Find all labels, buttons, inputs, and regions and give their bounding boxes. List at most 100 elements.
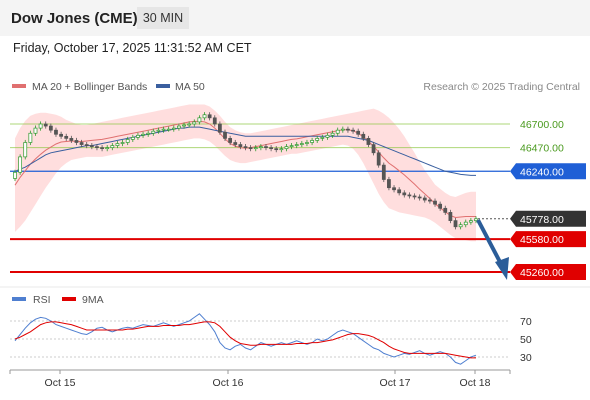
candle-body [274,148,279,151]
candle-body [120,142,125,144]
candle-body [233,142,238,145]
level-label-resistance: 46700.00 [520,119,564,131]
candle-body [243,146,248,148]
candle-body [366,138,371,145]
candle-body [294,144,299,146]
candle-body [305,142,309,144]
candle-body [299,143,304,145]
candle-body [468,220,473,223]
candle-body [325,134,330,138]
header-bar: Dow Jones (CME) 30 MIN [0,0,590,36]
candle-body [228,138,233,143]
candle-body [115,143,120,146]
candle-body [248,147,253,150]
candle-body [136,134,140,138]
candle-body [59,133,63,137]
level-label-resistance: 46470.00 [520,143,564,155]
candle-body [376,152,381,166]
level-tag-support [510,231,586,248]
candle-body [197,117,202,123]
candle-body [458,224,463,228]
rsi-tick-label: 50 [520,334,532,346]
level-tag-current [510,210,586,227]
candle-body [54,129,58,135]
datetime-text: Friday, October 17, 2025 11:31:52 AM CET [13,41,252,55]
candle-body [212,117,217,125]
candlesticks [13,112,478,230]
level-label-support: 45260.00 [520,267,564,279]
x-axis: Oct 15 Oct 16 Oct 17 Oct 18 [9,369,511,389]
candle-body [407,194,412,197]
candle-body [392,187,396,191]
candle-body [202,114,207,119]
candle-body [289,145,294,147]
level-tag-pivot [510,163,586,180]
candle-body [320,137,325,139]
candle-body [146,132,151,135]
candle-body [433,200,437,205]
candle-body [474,218,478,221]
rsi-ma-legend-swatch [62,297,76,301]
candle-body [23,142,28,158]
candle-body [177,125,181,129]
ma50-legend-swatch [156,84,170,88]
candle-body [28,132,33,143]
ma20-legend-swatch [12,84,26,88]
level-label-support: 45580.00 [520,234,564,246]
rsi-line [14,313,477,365]
candle-body [264,146,268,148]
x-tick-label: Oct 18 [460,377,491,389]
candle-body [130,137,135,140]
candle-body [156,129,161,132]
rsi-ma-legend-label: 9MA [82,294,104,306]
bollinger-fill [15,104,476,242]
ma50-legend-label: MA 50 [175,81,205,93]
candle-body [84,144,89,146]
level-label-pivot: 46240.00 [520,166,564,178]
candle-body [443,207,448,213]
candle-body [453,220,458,228]
candle-body [387,179,391,189]
forecast-arrow [476,219,509,280]
candle-body [335,129,340,134]
candle-body [125,139,130,143]
candle-body [218,123,222,133]
candle-body [253,147,258,150]
candle-body [315,138,320,141]
candle-body [110,145,115,148]
candle-body [95,146,99,148]
candle-body [161,128,166,131]
candle-body [422,197,427,201]
candle-body [269,147,273,150]
candle-body [171,127,176,130]
candle-body [463,221,468,226]
candle-body [182,124,186,127]
candle-body [381,164,386,180]
candle-body [258,146,263,148]
candle-body [346,128,350,131]
candle-body [166,128,171,131]
source-credit: Research © 2025 Trading Central [423,81,580,93]
candle-body [48,125,53,131]
candle-body [279,148,284,151]
timeframe-selector[interactable]: 30 MIN [137,7,189,29]
candle-body [402,192,407,196]
rsi-legend-swatch [12,297,26,301]
candle-body [192,121,197,125]
candle-body [428,199,432,202]
candle-body [412,195,417,198]
x-tick-label: Oct 16 [213,377,244,389]
ma20-legend-label: MA 20 + Bollinger Bands [32,81,147,93]
instrument-title: Dow Jones (CME) [11,10,138,27]
rsi-tick-label: 30 [520,352,532,364]
level-tag-support [510,264,586,280]
candle-body [79,142,84,145]
candle-body [356,130,361,135]
level-labels: 46700.00 46470.00 46240.00 45778.00 45580.00… [510,119,586,280]
candle-body [64,135,69,139]
candle-body [284,146,289,150]
level-label-current: 45778.00 [520,214,564,226]
rsi-tick-label: 70 [520,316,532,328]
candle-body [38,123,43,129]
candle-body [187,123,192,126]
